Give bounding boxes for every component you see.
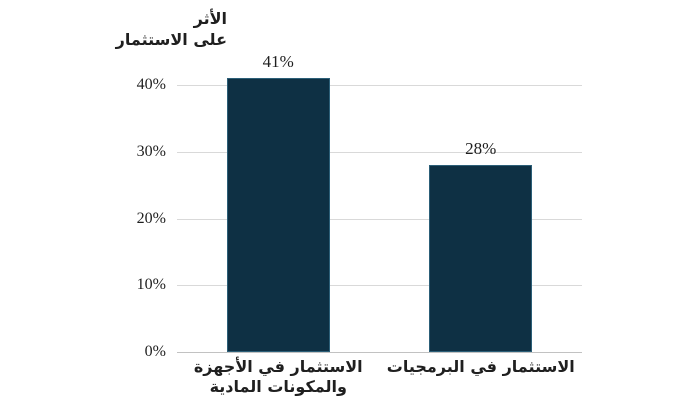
- x-category-label-line: الاستثمار في البرمجيات: [386, 357, 575, 376]
- x-category-label-line: والمكونات المادية: [209, 377, 347, 396]
- bar: [226, 78, 330, 352]
- y-tick-label: 10%: [136, 276, 166, 294]
- y-axis-title-line-1: الأثر: [193, 9, 227, 28]
- y-tick-label: 30%: [136, 142, 166, 160]
- gridline: [177, 85, 582, 86]
- gridline: [177, 218, 582, 220]
- x-category-label: الاستثمار في البرمجيات: [371, 357, 591, 377]
- y-axis-title-line-2: على الاستثمار: [115, 30, 227, 49]
- bar-value-label: 41%: [262, 52, 294, 72]
- gridline: [177, 151, 582, 153]
- x-category-label: الاستثمار في الأجهزة والمكونات المادية: [168, 357, 388, 397]
- bar: [429, 165, 533, 352]
- x-axis-line: [177, 352, 582, 353]
- x-category-label-line: الاستثمار في الأجهزة: [193, 357, 363, 376]
- y-tick-label: 0%: [144, 343, 166, 360]
- y-tick-label: 20%: [136, 209, 166, 227]
- y-tick-label: 40%: [136, 76, 166, 93]
- bar-value-label: 28%: [465, 139, 497, 159]
- gridline: [177, 285, 582, 287]
- y-axis-title: الأثر على الاستثمار: [77, 8, 227, 50]
